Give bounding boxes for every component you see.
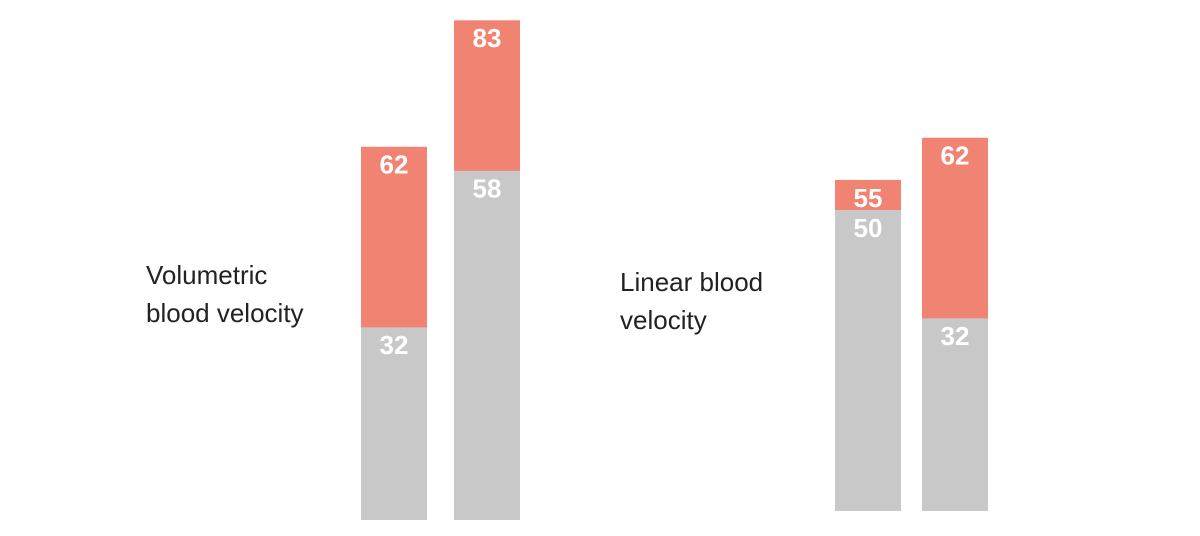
value-label: 58 bbox=[473, 174, 502, 204]
bar bbox=[922, 318, 988, 511]
value-label: 62 bbox=[380, 150, 409, 180]
group-label: Volumetric blood velocity bbox=[146, 260, 304, 328]
value-label: 55 bbox=[854, 183, 883, 213]
value-label: 50 bbox=[854, 213, 883, 243]
bar bbox=[454, 170, 520, 520]
value-label: 32 bbox=[380, 330, 409, 360]
group-label: Linear blood velocity bbox=[620, 267, 764, 335]
bar bbox=[835, 210, 901, 511]
value-label: 32 bbox=[941, 321, 970, 351]
bar bbox=[361, 327, 427, 520]
value-label: 83 bbox=[473, 23, 502, 53]
value-label: 62 bbox=[941, 141, 970, 171]
